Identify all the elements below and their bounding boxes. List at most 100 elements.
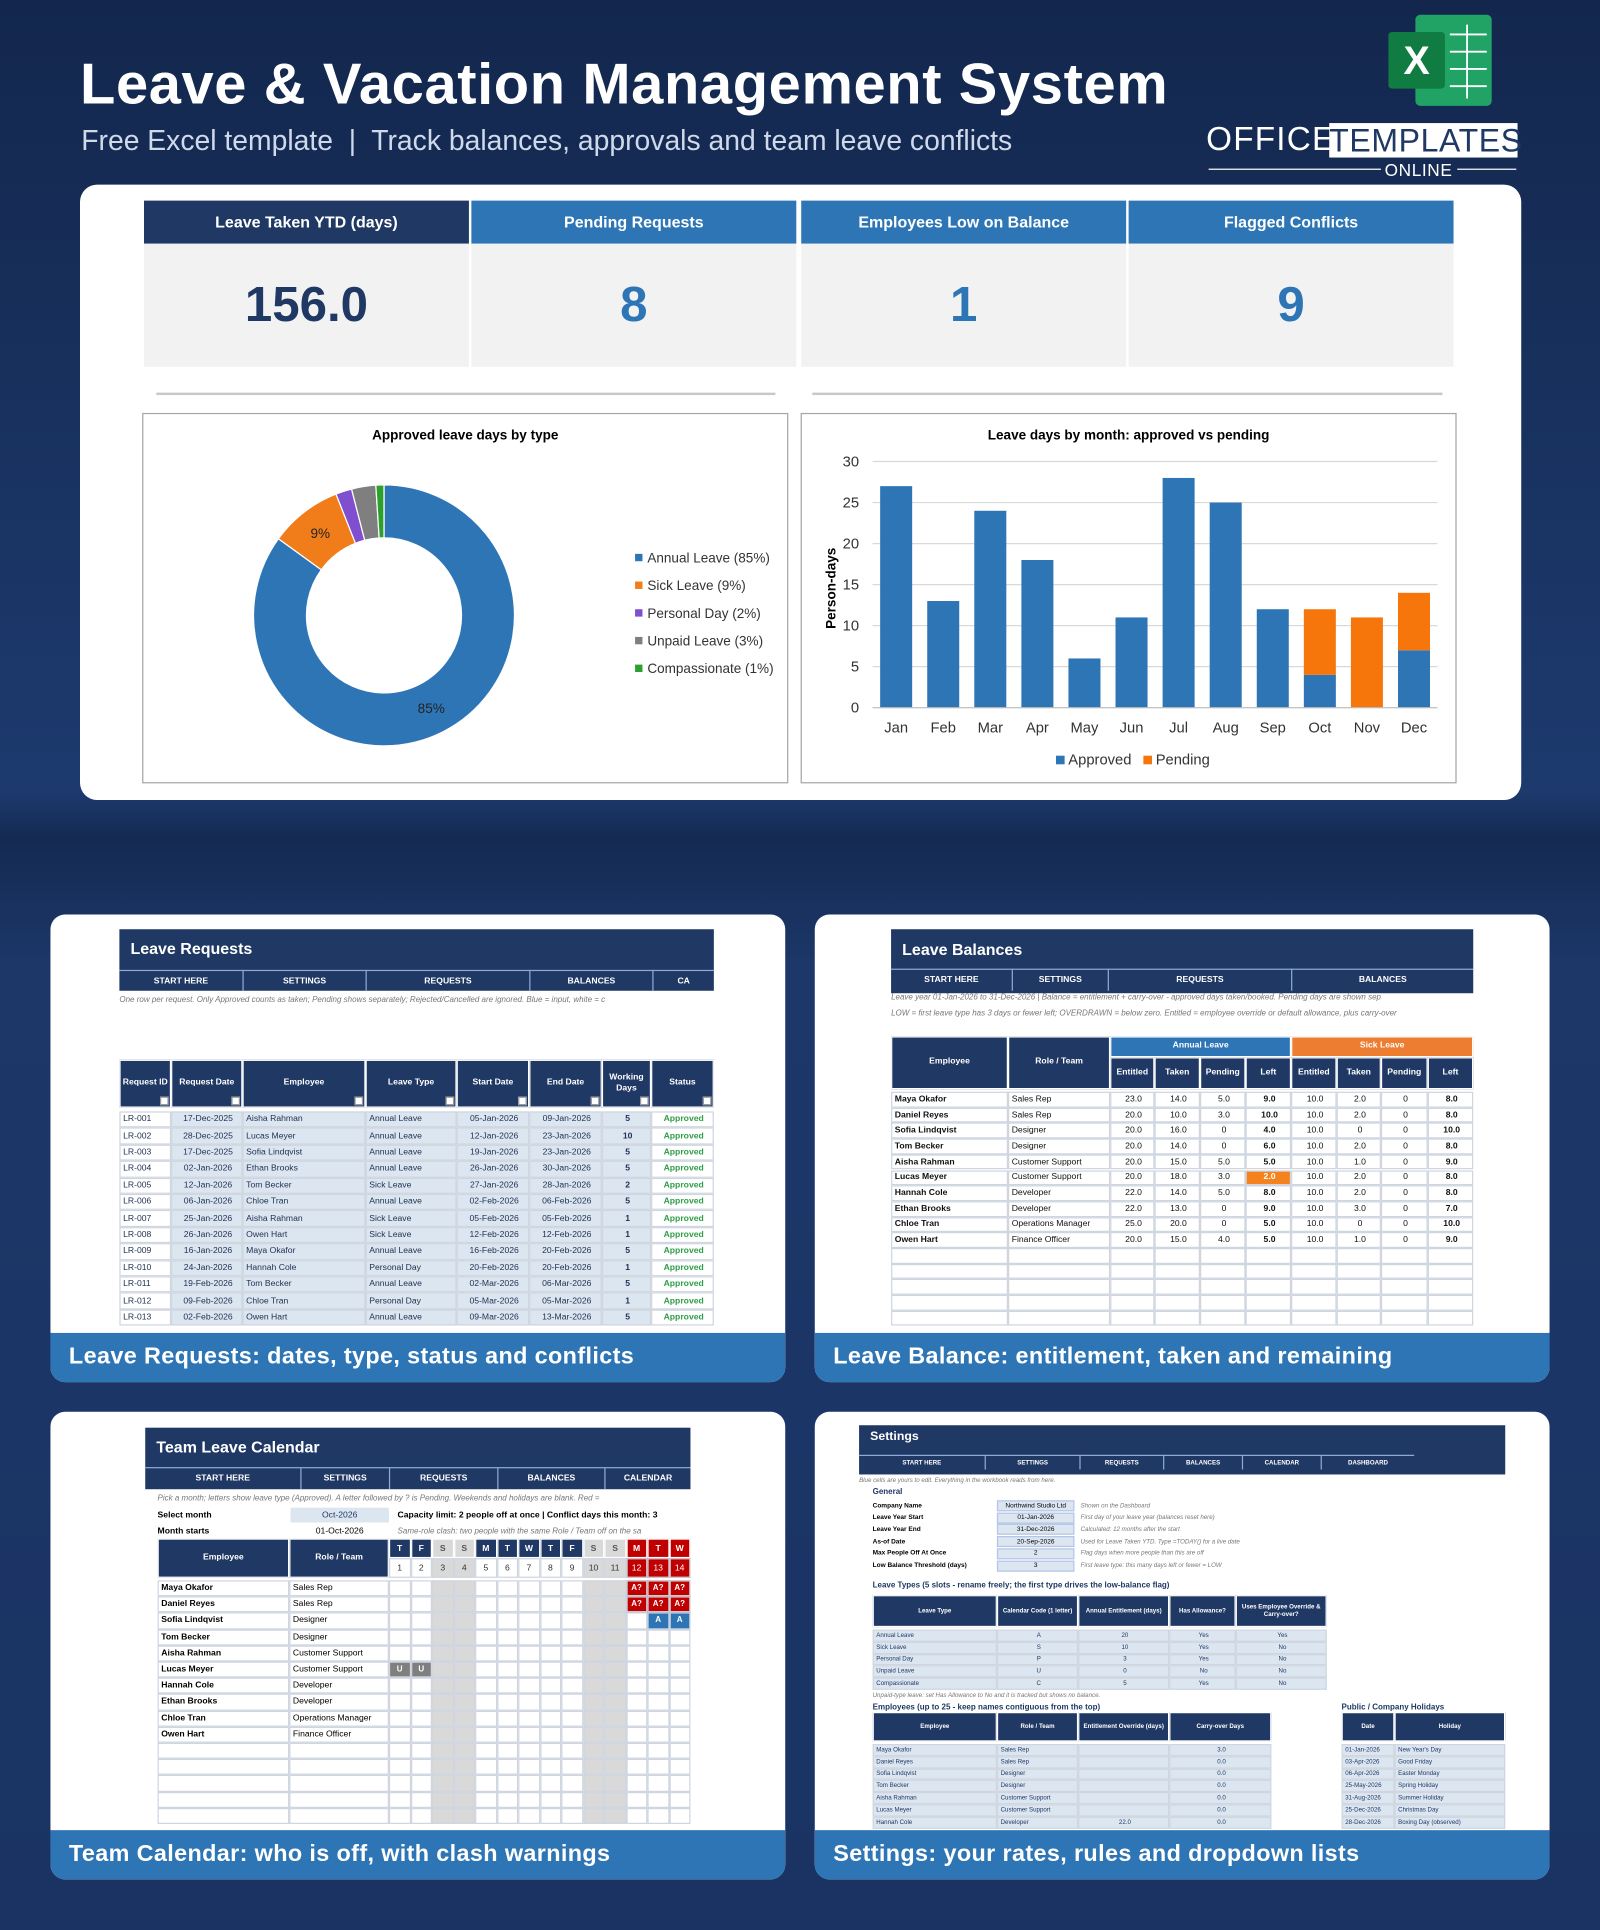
table-cell: 9.0 [1427,1232,1474,1248]
table-cell: Chloe Tran [242,1193,366,1211]
table-cell: 10.0 [1427,1216,1474,1233]
column-header: Employee [157,1538,290,1578]
table-cell: Approved [651,1243,714,1260]
table-cell: 1 [601,1259,652,1277]
day-cell [582,1726,605,1743]
table-cell: 2.0 [1336,1185,1381,1202]
table-cell: 12-Feb-2026 [529,1226,602,1244]
brand-rule [1457,168,1517,170]
table-cell: Owen Hart [242,1309,366,1326]
employee-name: Maya Okafor [157,1580,290,1597]
empty-cell [1154,1279,1200,1295]
day-cell [668,1645,691,1662]
legend-label: Sick Leave (9%) [647,578,745,593]
bar [1256,609,1289,708]
day-cell [453,1645,476,1662]
table-cell: 16-Feb-2026 [456,1243,530,1260]
empty-cell [1427,1294,1474,1311]
table-cell: A [996,1629,1079,1642]
table-cell: 20.0 [1154,1216,1200,1233]
day-cell [431,1726,454,1743]
charts: Approved leave days by type 85% Annual Lea… [142,412,1457,784]
day-cell [388,1710,411,1727]
table-cell: 20-Feb-2026 [529,1243,602,1260]
leave-cell: U [410,1661,432,1678]
table-cell: 3 [1078,1653,1170,1666]
day-cell [453,1758,476,1776]
empty-cell [1427,1247,1474,1264]
table-cell: 2.0 [1336,1107,1381,1123]
thumbnail: Leave Balances START HERE SETTINGS REQUESTS… [814,914,1550,1383]
day-cell [496,1758,519,1776]
table-cell: LR-001 [119,1111,172,1128]
day-cell [582,1661,605,1678]
day-cell [496,1612,519,1630]
day-letter: S [582,1538,605,1559]
day-cell [496,1807,519,1824]
empty-cell [1291,1247,1337,1264]
x-tick-label: May [1071,720,1099,736]
day-cell [518,1580,540,1597]
nav-tab: SETTINGS [984,1454,1080,1470]
sheet-header [119,929,714,991]
day-cell [625,1791,648,1808]
empty-cell [1291,1263,1337,1280]
nav-tab: BALANCES [1163,1454,1242,1470]
table-cell: Ethan Brooks [891,1201,1008,1217]
table-cell: 0 [1199,1138,1246,1155]
field-label: Select month [157,1510,212,1520]
day-cell [475,1677,497,1694]
sheet-title: Leave Requests [130,939,253,958]
day-cell [453,1596,476,1613]
table-cell: 2 [601,1177,652,1194]
day-cell [625,1629,648,1646]
table-cell: 0 [1336,1216,1381,1233]
table-cell [1078,1756,1170,1769]
sheet-note: Blue cells are yours to edit. Everything… [859,1476,1056,1485]
day-cell [410,1629,432,1646]
table-cell: 8.0 [1245,1185,1292,1202]
nav-tab: SETTINGS [242,969,366,991]
empty-cell [1007,1247,1111,1264]
setting-value: 3 [996,1559,1075,1572]
table-cell: 5.0 [1245,1216,1292,1233]
table-cell: Yes [1235,1629,1327,1642]
day-cell [453,1775,476,1792]
table-cell: 01-Jan-2026 [1341,1743,1395,1757]
day-cell [539,1612,562,1630]
sub-header: Entitled [1110,1057,1155,1090]
day-cell [582,1694,605,1711]
column-header: Employee [872,1711,997,1742]
empty-cell [289,1758,389,1776]
day-cell [388,1629,411,1646]
table-cell: 0 [1199,1201,1246,1217]
y-tick-label: 30 [843,454,859,470]
employee-role: Customer Support [289,1661,389,1678]
table-cell: No [1235,1641,1327,1654]
day-cell [625,1694,648,1711]
leave-cell: A? [625,1596,648,1613]
table-cell: 23.0 [1110,1091,1155,1108]
table-cell: 20.0 [1110,1169,1155,1186]
table-cell: 18.0 [1154,1169,1200,1186]
employee-name: Owen Hart [157,1726,290,1743]
setting-label: Company Name [872,1502,922,1510]
bar [1397,650,1431,708]
day-cell [539,1758,562,1776]
employee-role: Sales Rep [289,1596,389,1613]
table-cell: Customer Support [996,1792,1079,1805]
table-cell: 2.0 [1245,1169,1292,1186]
table-cell: Developer [1007,1185,1111,1202]
filter-button [639,1096,649,1106]
column-header: Annual Entitlement (days) [1078,1595,1170,1628]
table-cell: 24-Jan-2026 [171,1259,243,1277]
table-cell: U [996,1665,1079,1678]
table-cell: 0 [1380,1201,1428,1217]
table-cell: 10.0 [1291,1232,1337,1248]
day-cell [431,1742,454,1759]
table-cell: 28-Dec-2025 [171,1127,243,1145]
day-cell [496,1645,519,1662]
table-cell: 25-Dec-2026 [1341,1804,1395,1817]
y-tick-label: 15 [843,578,859,594]
day-cell [625,1726,648,1743]
